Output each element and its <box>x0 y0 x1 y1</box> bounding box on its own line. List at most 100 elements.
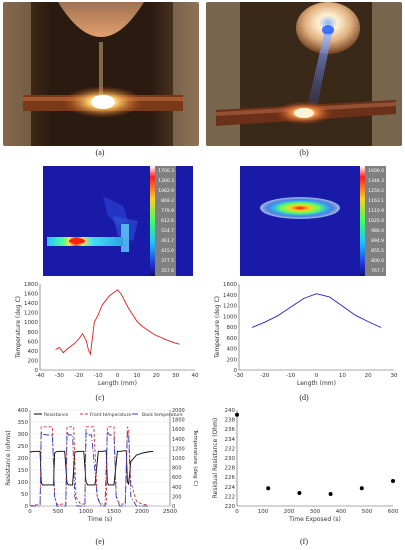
x-tick-label: 30 <box>391 373 398 379</box>
x-tick-label: 200 <box>284 509 295 515</box>
scale-label: 869.2 <box>161 198 174 204</box>
x-tick-label: -20 <box>74 373 83 379</box>
y-tick-label: 0 <box>234 368 238 374</box>
x-tick-label: 0 <box>116 373 120 379</box>
x-tick-label: 1000 <box>79 509 93 515</box>
scale-label: 415.0 <box>161 248 174 254</box>
y-tick-label: 238 <box>225 418 236 424</box>
x-tick-label: 500 <box>53 509 64 515</box>
scale-label: 980.4 <box>371 228 384 234</box>
y-tick-label: 800 <box>28 330 39 336</box>
scale-label: 377.5 <box>161 258 174 264</box>
x-tick-label: 0 <box>235 509 239 515</box>
scale-label: 524.7 <box>161 228 174 234</box>
caption-a: (a) <box>95 148 105 157</box>
x-tick-label: 600 <box>388 509 399 515</box>
chart-f-residual-resistance: 0 100 200 300 400 500 600 220 222 224 226 228 230 232… <box>212 408 399 523</box>
scale-label: 1025.0 <box>368 218 384 224</box>
chart-e-resistance-temperature: 0 500 1000 1500 2000 250005010015020025030035… <box>5 408 198 523</box>
y-tick-label: 224 <box>225 485 236 491</box>
caption-f: (f) <box>300 537 308 546</box>
photo-b-image <box>206 2 402 146</box>
series-line-resistance <box>29 450 154 486</box>
x-tick-label: 2000 <box>135 509 149 515</box>
scale-label: 855.5 <box>371 248 384 254</box>
scale-label: 461.7 <box>161 238 174 244</box>
legend: Resistance Front temperature Back temperat… <box>34 412 183 418</box>
scale-label: 1163.1 <box>368 198 384 204</box>
y-axis-label: Temperature (deg C) <box>15 296 22 359</box>
scale-label: 357.6 <box>161 268 174 274</box>
y-tick-label: 400 <box>18 408 29 414</box>
x-tick-label: 400 <box>336 509 347 515</box>
y-tick-label: 232 <box>225 446 236 452</box>
x-tick-label: 10 <box>339 373 346 379</box>
x-tick-label: 300 <box>310 509 321 515</box>
caption-e: (e) <box>95 537 105 546</box>
scale-label: 1110.9 <box>368 208 384 214</box>
data-point <box>266 486 271 491</box>
x-tick-label: -40 <box>36 373 45 379</box>
right-y-tick-label: 200 <box>172 494 182 500</box>
scale-label: 612.6 <box>161 218 174 224</box>
y-tick-label: 1400 <box>24 301 38 307</box>
y-tick-label: 200 <box>28 358 39 364</box>
y-tick-label: 222 <box>225 494 236 500</box>
x-tick-label: 20 <box>153 373 160 379</box>
y-tick-label: 1600 <box>223 282 237 288</box>
y-tick-label: 200 <box>227 357 238 363</box>
thermal-d-color-scale: 1600.0 1344.3 1250.2 1163.1 1110.9 1025.0 980.… <box>360 166 386 276</box>
x-tick-label: 500 <box>362 509 373 515</box>
right-y-tick-label: 1400 <box>172 437 185 443</box>
thermal-image-d <box>240 166 360 276</box>
series-line-front-temperature <box>29 426 148 507</box>
y-tick-label: 1200 <box>223 304 237 310</box>
y-tick-label: 0 <box>35 368 39 374</box>
right-y-tick-label: 1600 <box>172 427 185 433</box>
y-tick-label: 1200 <box>24 311 38 317</box>
right-y-tick-label: 1800 <box>172 418 185 424</box>
photo-b-flame-angled <box>206 2 402 146</box>
y-tick-label: 236 <box>225 427 236 433</box>
legend-entry: Front temperature <box>90 412 131 418</box>
x-tick-label: 1500 <box>107 509 121 515</box>
right-y-tick-label: 1000 <box>172 456 185 462</box>
y-tick-label: 300 <box>18 432 29 438</box>
scale-label: 1344.3 <box>368 178 384 184</box>
y-tick-label: 200 <box>18 456 29 462</box>
x-tick-label: 2500 <box>163 509 177 515</box>
x-axis-label: Time (s) <box>87 516 112 523</box>
scale-label: 767.7 <box>371 268 384 274</box>
y-tick-label: 50 <box>21 492 28 498</box>
data-point <box>328 492 333 496</box>
data-point <box>391 479 395 484</box>
y-tick-label: 228 <box>225 466 236 472</box>
y-tick-label: 0 <box>25 504 29 510</box>
temperature-series-line <box>251 293 382 328</box>
x-tick-label: 30 <box>172 373 179 379</box>
y-tick-label: 1000 <box>24 320 38 326</box>
scale-label: 1300.3 <box>158 178 174 184</box>
thermal-d-map <box>240 166 360 276</box>
x-axis-label: Length (mm) <box>98 380 137 387</box>
scale-label: 1700.3 <box>158 168 174 174</box>
y-tick-label: 230 <box>225 456 236 462</box>
x-axis-label: Length (mm) <box>297 380 336 387</box>
y-tick-label: 800 <box>227 325 238 331</box>
temperature-series-line <box>55 289 180 356</box>
x-tick-label: 40 <box>192 373 199 379</box>
scale-label: 1062.9 <box>158 188 174 194</box>
scale-label: 1250.2 <box>368 188 384 194</box>
x-tick-label: -20 <box>260 373 269 379</box>
x-tick-label: 100 <box>258 509 269 515</box>
scale-label: 779.9 <box>161 208 174 214</box>
x-tick-label: 0 <box>315 373 319 379</box>
series-line-back-temperature <box>30 430 148 507</box>
y-tick-label: 234 <box>225 437 236 443</box>
y-axis-label: Temperature (deg C) <box>214 296 221 359</box>
x-tick-label: 20 <box>365 373 372 379</box>
right-y-tick-label: 1200 <box>172 446 185 452</box>
photo-a-flame-top <box>3 2 199 146</box>
chart-c-temperature-profile: -40 -30 -20 -10 0 10 20 30 400200400600800100012… <box>15 282 199 387</box>
y-tick-label: 100 <box>18 480 29 486</box>
